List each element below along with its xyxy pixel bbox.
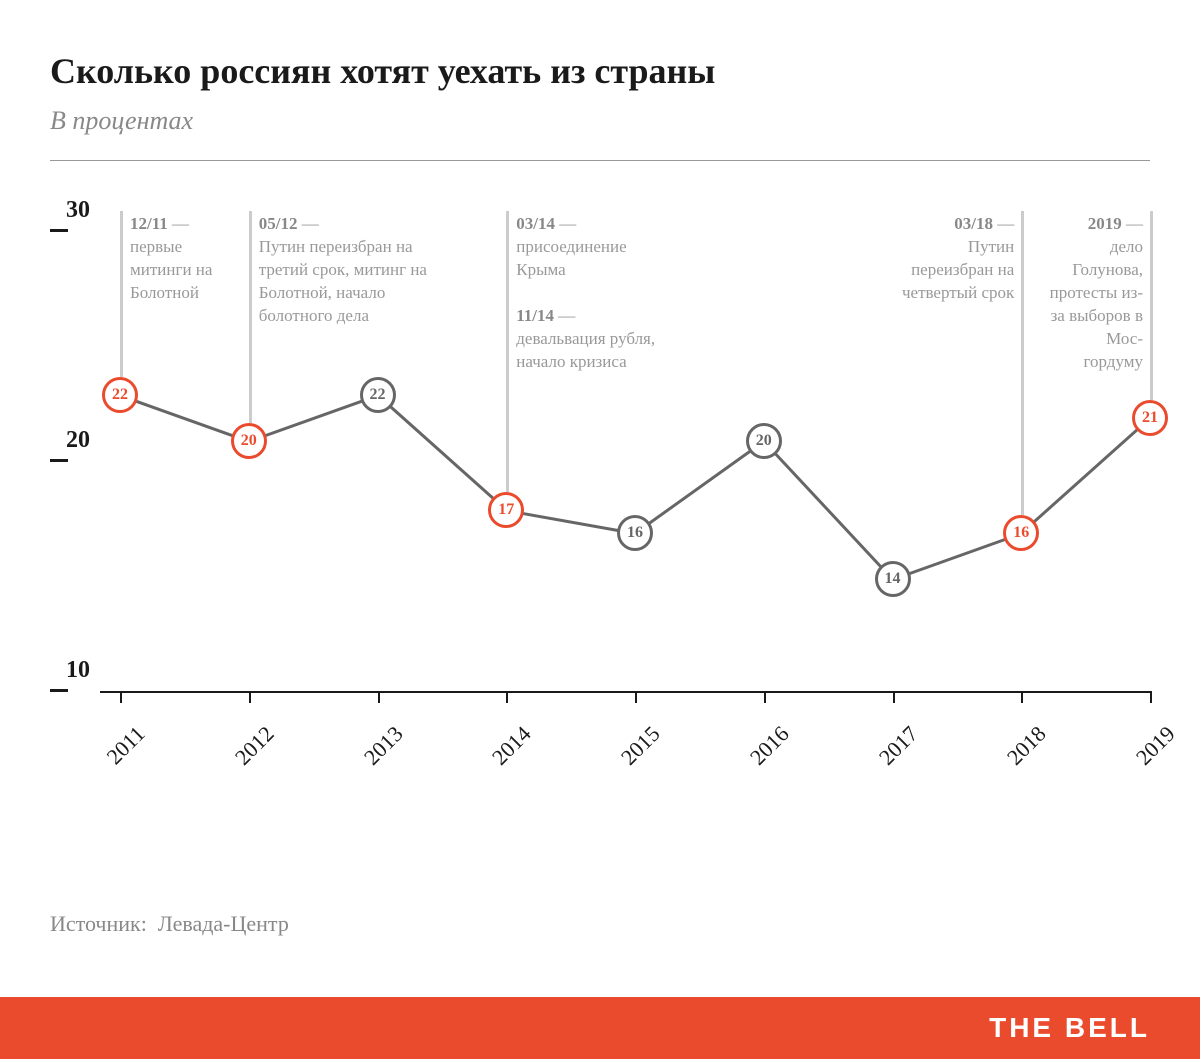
annotation-text: 05/12 —Путин переизбран на третий срок, … — [259, 213, 449, 328]
x-tick — [506, 691, 508, 703]
x-tick-label: 2019 — [1120, 721, 1181, 782]
y-tick-label: 20 — [50, 427, 90, 454]
footer-logo: THE BELL — [989, 1012, 1150, 1044]
line-segment — [892, 532, 1022, 581]
data-point: 20 — [746, 423, 782, 459]
data-point: 17 — [488, 492, 524, 528]
y-tick-label: 30 — [50, 197, 90, 224]
annotation-line — [120, 211, 123, 377]
data-point: 22 — [102, 377, 138, 413]
x-tick-label: 2013 — [347, 721, 408, 782]
data-point: 20 — [231, 423, 267, 459]
line-segment — [1020, 417, 1151, 534]
x-tick-label: 2016 — [733, 721, 794, 782]
annotation-line — [1150, 211, 1153, 400]
x-tick — [378, 691, 380, 703]
header-divider — [50, 160, 1150, 161]
data-point: 14 — [875, 561, 911, 597]
plot-area: 12/11 —первые митинги на Болотной05/12 —… — [120, 211, 1130, 671]
annotation-text: 12/11 —первые митинги на Болотной — [130, 213, 240, 305]
data-point: 16 — [1003, 515, 1039, 551]
annotation-text: 03/18 —Путин переизбран на четвертый сро… — [899, 213, 1014, 305]
chart-area: 102030 12/11 —первые митинги на Болотной… — [70, 211, 1150, 791]
source-label: Источник: — [50, 911, 147, 936]
annotation-text: 2019 —дело Голунова, протесты из-за выбо… — [1048, 213, 1143, 374]
y-tick — [50, 689, 68, 692]
y-tick — [50, 229, 68, 232]
line-segment — [377, 394, 508, 511]
footer-bar: THE BELL — [0, 997, 1200, 1059]
x-tick — [893, 691, 895, 703]
line-segment — [248, 394, 378, 443]
chart-title: Сколько россиян хотят уехать из страны — [50, 50, 1150, 92]
line-segment — [119, 394, 249, 443]
x-tick — [249, 691, 251, 703]
x-tick-label: 2017 — [862, 721, 923, 782]
annotation-line — [1021, 211, 1024, 515]
y-tick-label: 10 — [50, 657, 90, 684]
y-tick — [50, 459, 68, 462]
source-value: Левада-Центр — [158, 911, 289, 936]
line-segment — [634, 440, 764, 534]
x-tick-label: 2011 — [90, 721, 151, 782]
line-segment — [763, 440, 894, 580]
chart-subtitle: В процентах — [50, 106, 1150, 136]
x-tick — [1021, 691, 1023, 703]
data-point: 16 — [617, 515, 653, 551]
x-tick — [764, 691, 766, 703]
annotation-line — [506, 211, 509, 492]
x-tick — [1150, 691, 1152, 703]
source-line: Источник: Левада-Центр — [50, 911, 1150, 937]
line-segment — [506, 509, 635, 535]
x-tick — [635, 691, 637, 703]
x-tick — [120, 691, 122, 703]
data-point: 22 — [360, 377, 396, 413]
annotation-line — [249, 211, 252, 423]
x-tick-label: 2012 — [218, 721, 279, 782]
x-tick-label: 2014 — [476, 721, 537, 782]
x-tick-label: 2015 — [605, 721, 666, 782]
annotation-text: 03/14 —присоединение Крыма11/14 —девальв… — [516, 213, 666, 374]
data-point: 21 — [1132, 400, 1168, 436]
x-tick-label: 2018 — [991, 721, 1052, 782]
x-axis-line — [100, 691, 1150, 693]
